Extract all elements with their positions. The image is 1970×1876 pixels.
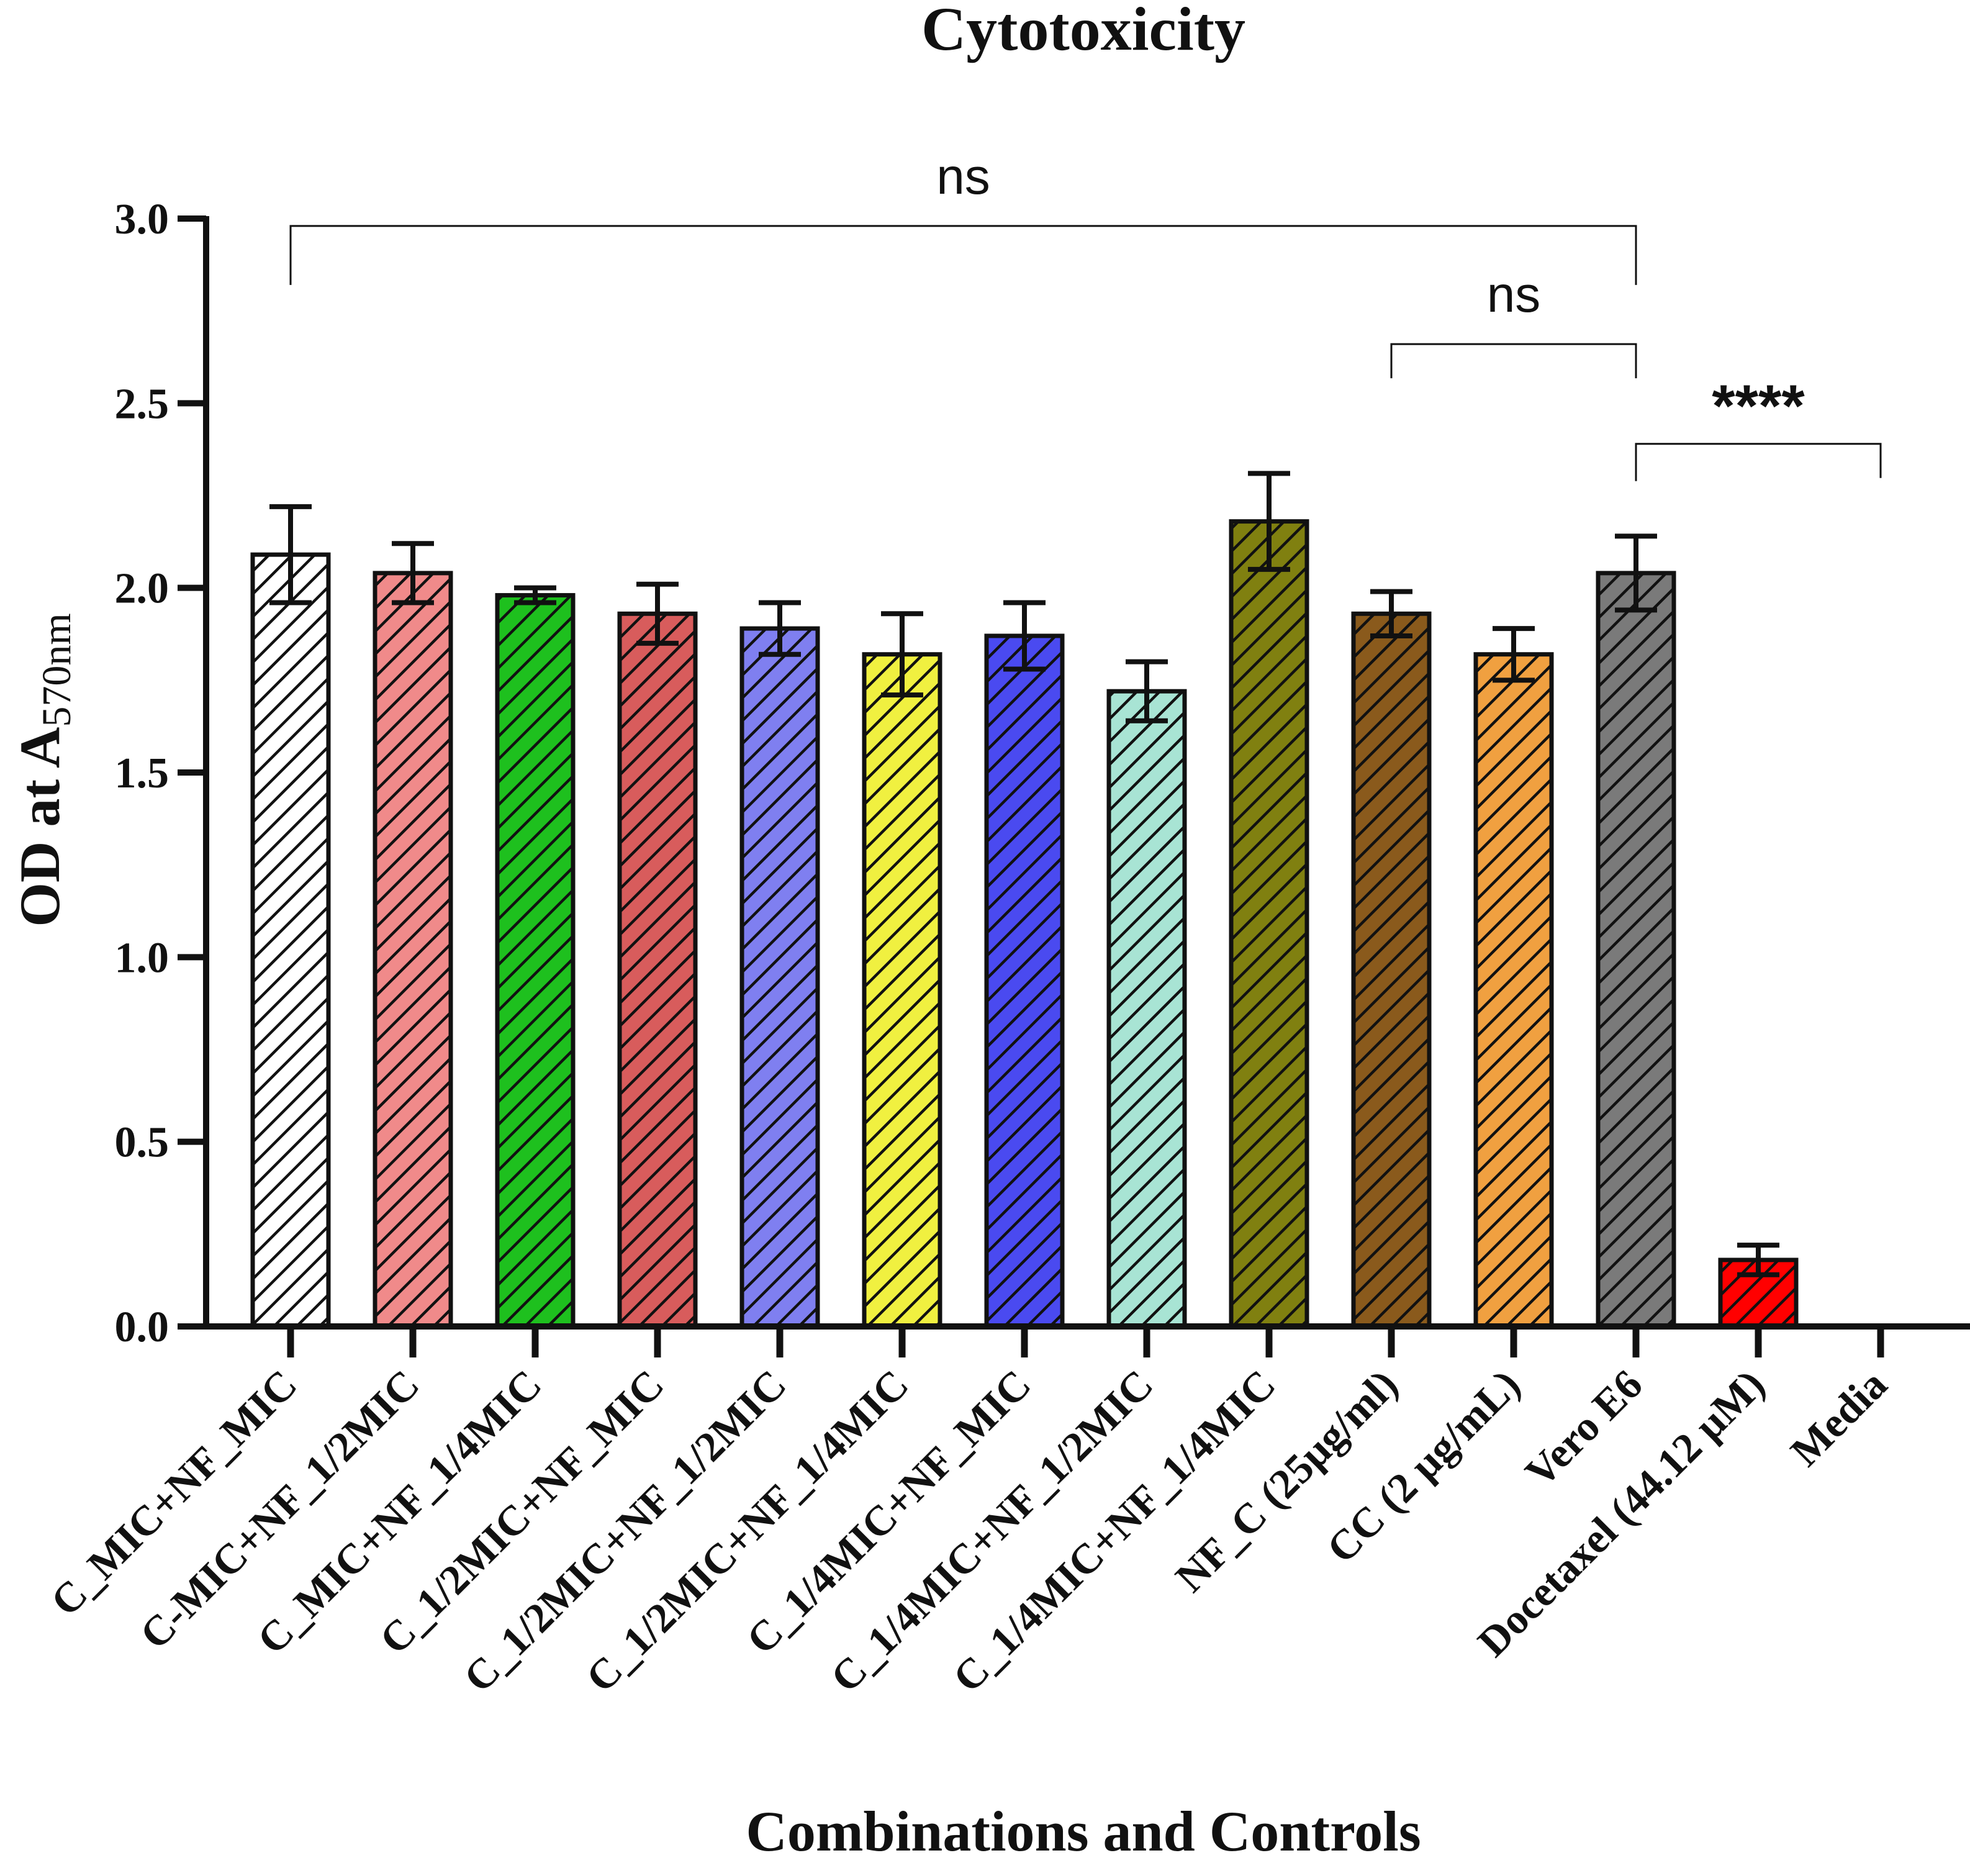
y-tick-label: 1.5 (115, 750, 169, 797)
bar-hatch (250, 552, 331, 1329)
bar-hatch (1473, 652, 1554, 1329)
bar-hatch (1596, 571, 1676, 1329)
significance-bracket (1635, 443, 1882, 481)
y-axis-label-main: OD at A (8, 727, 71, 927)
bar-hatch (1106, 689, 1187, 1329)
significance-bracket (1390, 343, 1637, 379)
y-axis-label-subscript: 570nm (34, 613, 79, 727)
bar-hatch (373, 571, 453, 1329)
y-tick-label: 3.0 (115, 196, 169, 243)
bar-hatch (1351, 611, 1432, 1329)
bar-hatch (862, 652, 942, 1329)
bars (250, 471, 1799, 1329)
significance-label: ns (1487, 266, 1541, 323)
y-axis-label: OD at A570nm (8, 613, 79, 927)
significance-label: **** (1712, 373, 1805, 440)
significance-label: ns (936, 148, 990, 205)
y-tick-label: 2.5 (115, 380, 169, 428)
chart-title: Cytotoxicity (921, 0, 1245, 63)
bar-hatch (1229, 519, 1309, 1329)
y-tick-label: 1.0 (115, 934, 169, 982)
significance-brackets: ns ns **** (289, 148, 1882, 481)
x-tick-label: Media (1781, 1361, 1896, 1475)
bar-hatch (495, 593, 576, 1329)
y-axis: 0.0 0.5 1.0 1.5 2.0 2.5 3.0 (115, 196, 209, 1351)
significance-bracket (289, 225, 1637, 285)
x-axis: C_MIC+NF_MICC-MIC+NF_1/2MICC_MIC+NF_1/4M… (42, 1323, 1970, 1701)
y-tick-label: 2.0 (115, 565, 169, 613)
bar-hatch (617, 611, 698, 1329)
bar-hatch (739, 626, 820, 1329)
bar-hatch (984, 633, 1065, 1329)
y-tick-label: 0.5 (115, 1119, 169, 1167)
x-tick-label: NF_C (25µg/ml) (1166, 1361, 1406, 1601)
x-axis-label: Combinations and Controls (746, 1800, 1421, 1863)
y-tick-label: 0.0 (115, 1303, 169, 1351)
